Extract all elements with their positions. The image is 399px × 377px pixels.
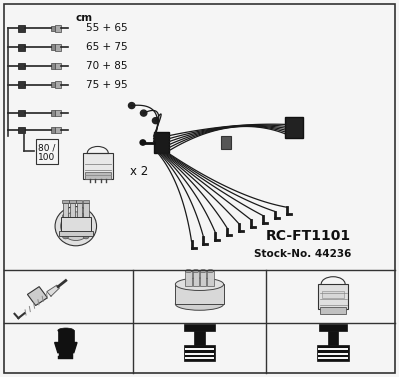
Text: 100: 100 [38, 153, 55, 162]
Circle shape [128, 103, 135, 109]
Bar [18, 81, 25, 88]
Bar [58, 357, 73, 359]
Bar [221, 136, 231, 149]
Bar [193, 271, 199, 286]
Bar [55, 81, 61, 88]
Bar [77, 203, 82, 221]
Bar [185, 348, 214, 351]
Bar [55, 127, 61, 133]
Bar [51, 82, 55, 87]
Text: 70 + 85: 70 + 85 [86, 61, 127, 71]
Ellipse shape [185, 270, 192, 273]
Ellipse shape [176, 298, 223, 310]
Bar [85, 172, 111, 179]
Circle shape [71, 222, 81, 231]
Circle shape [140, 140, 146, 145]
Bar [18, 44, 25, 51]
Bar [62, 200, 69, 203]
Bar [319, 324, 347, 331]
Bar [63, 203, 68, 221]
Bar [176, 284, 223, 304]
Bar [154, 132, 169, 153]
Bar [55, 44, 61, 51]
Polygon shape [47, 285, 59, 296]
Text: 55 + 65: 55 + 65 [86, 23, 127, 33]
Text: 65 + 75: 65 + 75 [86, 42, 127, 52]
Bar [318, 348, 348, 351]
Bar [55, 110, 61, 116]
Bar [83, 203, 89, 221]
Bar [185, 353, 214, 355]
Circle shape [61, 212, 91, 241]
Text: 75 + 95: 75 + 95 [86, 80, 127, 90]
Bar [194, 331, 205, 345]
Bar [69, 200, 75, 203]
Ellipse shape [207, 270, 214, 273]
Bar [28, 287, 47, 305]
Bar [184, 324, 215, 331]
Text: Stock-No. 44236: Stock-No. 44236 [254, 250, 351, 259]
Bar [285, 117, 303, 138]
Bar [318, 353, 348, 355]
Circle shape [140, 110, 147, 116]
Bar [61, 217, 91, 231]
Bar [318, 357, 348, 360]
Bar [83, 200, 89, 203]
Bar [59, 354, 73, 356]
Polygon shape [55, 342, 77, 353]
Bar [184, 345, 215, 361]
Circle shape [83, 213, 89, 219]
Bar [322, 291, 344, 298]
Circle shape [62, 213, 69, 219]
Ellipse shape [176, 278, 223, 291]
Bar [317, 345, 349, 361]
Circle shape [83, 233, 89, 239]
Bar [320, 308, 346, 314]
Bar [51, 44, 55, 50]
Bar [207, 271, 214, 286]
Bar [51, 110, 55, 116]
Bar [200, 271, 206, 286]
Bar [59, 351, 72, 353]
Ellipse shape [200, 270, 206, 273]
Bar [69, 203, 75, 221]
Bar [328, 331, 338, 345]
Bar [55, 25, 61, 32]
Bar [58, 330, 74, 342]
Ellipse shape [58, 328, 74, 333]
Bar [51, 26, 55, 31]
Bar [185, 357, 214, 360]
Bar [51, 63, 55, 69]
Bar [18, 127, 25, 133]
Text: x 2: x 2 [130, 165, 148, 178]
Bar [18, 25, 25, 32]
Bar [51, 127, 55, 133]
Bar [76, 200, 83, 203]
Bar [18, 63, 25, 69]
Bar [185, 271, 192, 286]
Bar [318, 284, 348, 308]
Bar [36, 139, 58, 164]
Bar [18, 110, 25, 116]
Bar [55, 63, 61, 69]
Circle shape [152, 118, 159, 124]
Bar [83, 153, 113, 179]
Bar [59, 231, 93, 236]
Text: 80 /: 80 / [38, 144, 55, 153]
Text: cm: cm [75, 13, 92, 23]
Ellipse shape [193, 270, 199, 273]
Circle shape [55, 207, 97, 246]
Circle shape [62, 233, 69, 239]
Text: RC-FT1101: RC-FT1101 [266, 228, 351, 243]
